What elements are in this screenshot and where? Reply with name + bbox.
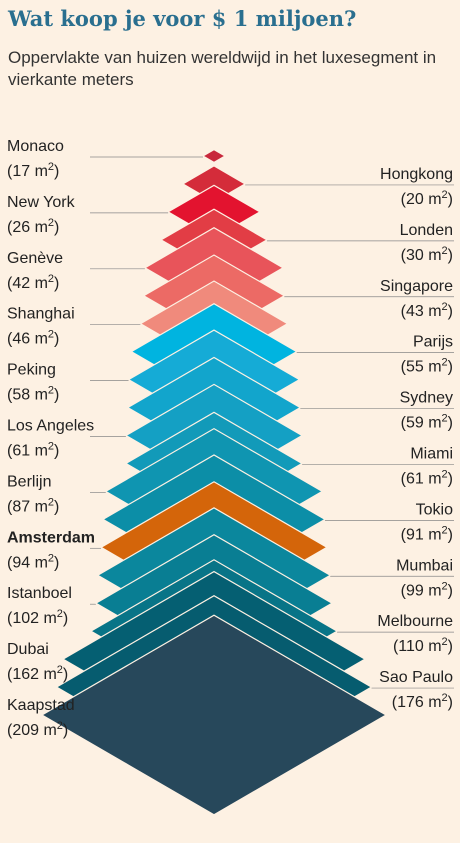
value-label-kaapstad: (209 m2) [7, 720, 68, 739]
diamond-layers [40, 148, 388, 816]
value-label-melbourne: (110 m2) [393, 636, 453, 655]
city-label-tokio: Tokio [416, 501, 453, 518]
chart-subtitle: Oppervlakte van huizen wereldwijd in het… [8, 48, 437, 89]
value-label-hongkong: (20 m2) [401, 189, 453, 208]
city-label-los-angeles: Los Angeles [7, 418, 94, 435]
value-label-gen-ve: (42 m2) [7, 273, 59, 292]
city-label-sao-paulo: Sao Paulo [379, 669, 453, 686]
city-labels: Monaco (17 m2) Hongkong (20 m2) New York (26 … [7, 138, 453, 739]
value-label-sydney: (59 m2) [401, 413, 453, 432]
value-label-tokio: (91 m2) [401, 524, 453, 543]
city-label-shanghai: Shanghai [7, 306, 75, 323]
city-label-gen-ve: Genève [7, 250, 63, 267]
value-label-miami: (61 m2) [401, 468, 453, 487]
diamond-monaco [201, 148, 227, 164]
city-label-melbourne: Melbourne [377, 613, 453, 630]
chart-title: Wat koop je voor $ 1 miljoen? [8, 6, 357, 31]
value-label-mumbai: (99 m2) [401, 580, 453, 599]
value-label-monaco: (17 m2) [7, 161, 59, 180]
value-label-sao-paulo: (176 m2) [392, 692, 453, 711]
value-label-berlijn: (87 m2) [7, 496, 59, 515]
city-label-parijs: Parijs [413, 334, 453, 351]
value-label-new-york: (26 m2) [7, 217, 59, 236]
value-label-peking: (58 m2) [7, 385, 59, 404]
city-label-mumbai: Mumbai [396, 557, 453, 574]
value-label-shanghai: (46 m2) [7, 329, 59, 348]
city-label-kaapstad: Kaapstad [7, 697, 75, 714]
city-label-monaco: Monaco [7, 138, 64, 155]
city-label-amsterdam: Amsterdam [7, 529, 95, 546]
city-label-sydney: Sydney [400, 390, 453, 407]
value-label-londen: (30 m2) [401, 245, 453, 264]
city-label-dubai: Dubai [7, 641, 49, 658]
city-label-berlijn: Berlijn [7, 473, 51, 490]
value-label-amsterdam: (94 m2) [7, 552, 59, 571]
diamond-kaapstad [40, 614, 388, 816]
city-label-londen: Londen [400, 222, 453, 239]
value-label-singapore: (43 m2) [401, 301, 453, 320]
city-label-istanboel: Istanboel [7, 585, 72, 602]
city-label-hongkong: Hongkong [380, 166, 453, 183]
city-label-new-york: New York [7, 194, 76, 211]
leader-lines [90, 156, 454, 689]
city-label-peking: Peking [7, 362, 56, 379]
value-label-parijs: (55 m2) [401, 357, 453, 376]
value-label-istanboel: (102 m2) [7, 608, 68, 627]
city-label-miami: Miami [410, 445, 453, 462]
value-label-los-angeles: (61 m2) [7, 441, 59, 460]
city-label-singapore: Singapore [380, 278, 453, 295]
value-label-dubai: (162 m2) [7, 664, 68, 683]
